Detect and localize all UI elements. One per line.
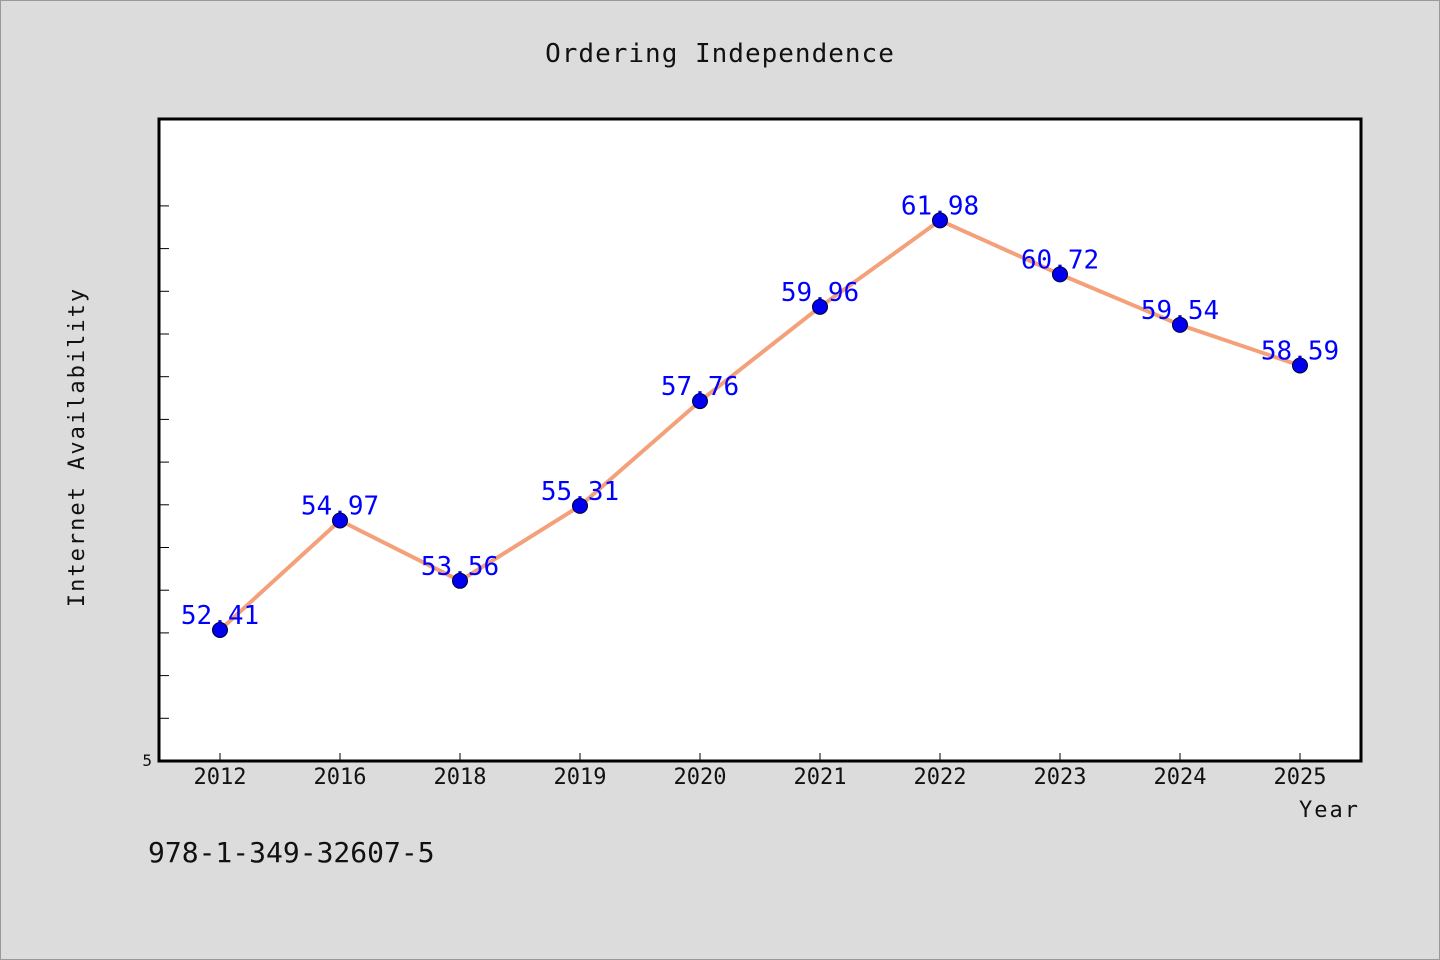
data-point [1052, 266, 1068, 283]
x-tick-label: 2025 [1274, 765, 1327, 790]
data-point [212, 622, 228, 638]
chart-title: Ordering Independence [545, 39, 895, 69]
x-tick-label: 2018 [434, 765, 487, 790]
plot-area [157, 117, 1363, 763]
data-point [572, 497, 588, 514]
x-tick-label: 2022 [914, 765, 967, 790]
x-axis-label: Year [1299, 798, 1360, 823]
series-line [218, 218, 1301, 632]
series-markers [212, 212, 1308, 638]
x-tick-label: 2016 [314, 765, 367, 790]
y-axis-ticks [159, 205, 169, 762]
x-tick-label: 2012 [194, 765, 247, 790]
data-point [932, 212, 948, 229]
x-tick-label: 2020 [674, 765, 727, 790]
x-tick-label: 2019 [554, 765, 607, 790]
footer-isbn: 978-1-349-32607-5 [148, 836, 435, 869]
y-axis-label: Internet Availability [65, 287, 90, 607]
data-point [812, 298, 828, 315]
x-tick-label: 2023 [1034, 765, 1087, 790]
x-tick-label: 2021 [794, 765, 847, 790]
data-point [692, 393, 708, 410]
x-axis-ticks: 2012 2016 2018 2019 2020 2021 2022 2023 2024 2025 [194, 753, 1327, 790]
x-tick-label: 2024 [1154, 765, 1207, 790]
data-point [452, 572, 468, 589]
data-point [1292, 357, 1308, 374]
data-point [1172, 316, 1188, 333]
y-tick-label: 5 [142, 751, 152, 770]
data-point [332, 512, 348, 529]
